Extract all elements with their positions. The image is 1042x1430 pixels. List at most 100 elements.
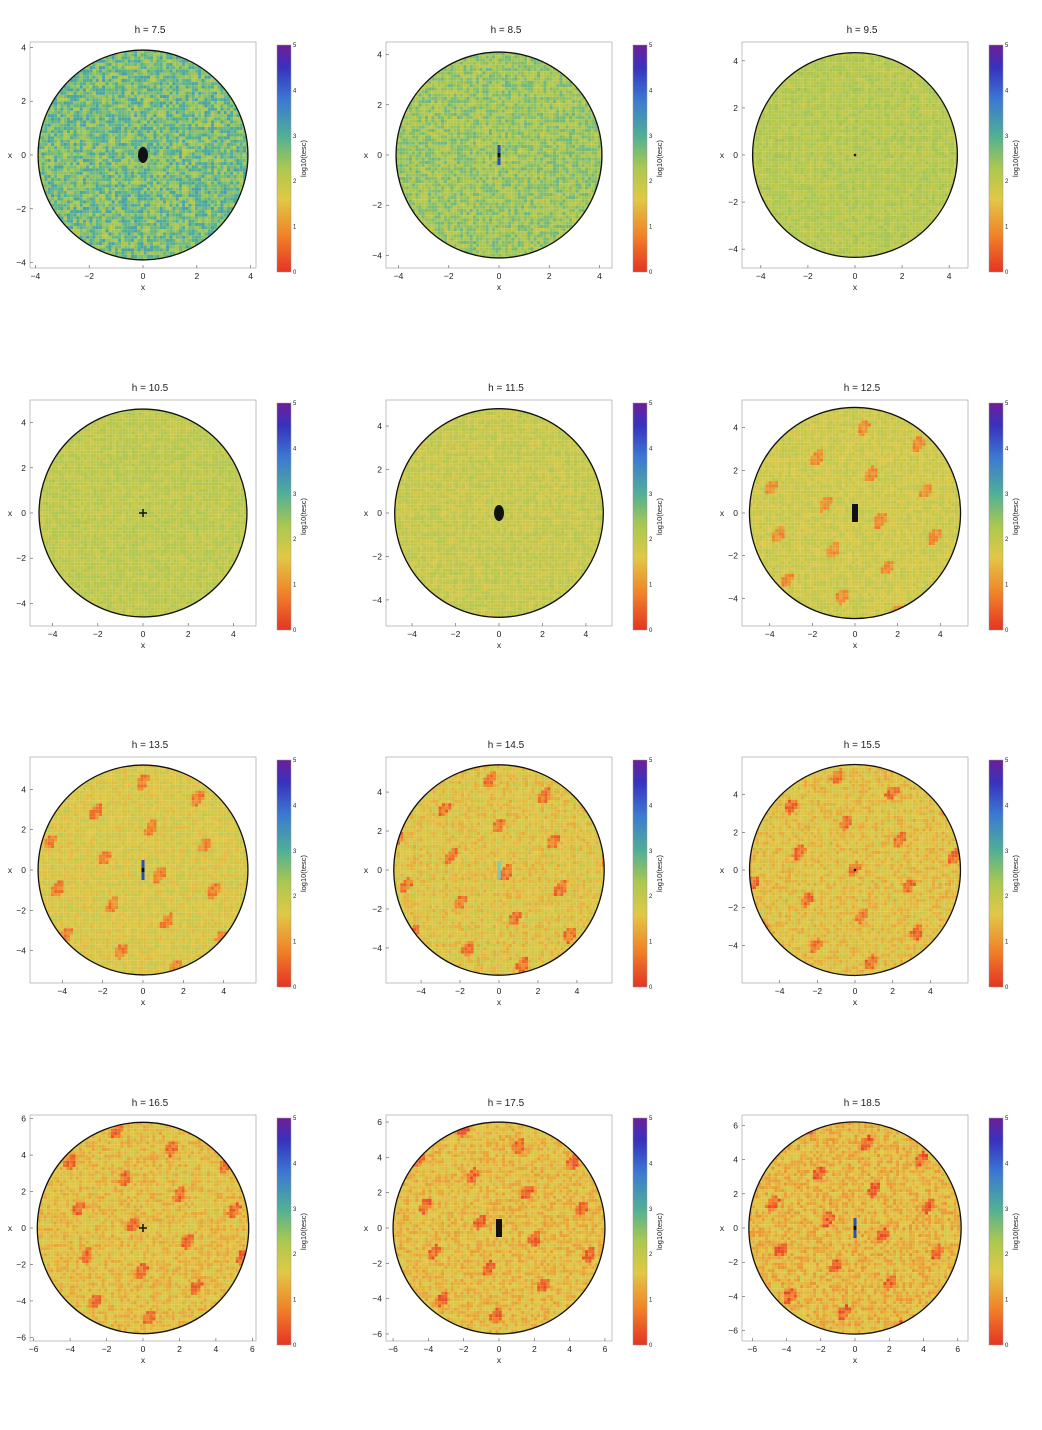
heatmap-cell bbox=[505, 74, 508, 77]
heatmap-cell bbox=[131, 124, 134, 127]
heatmap-cell bbox=[124, 207, 127, 210]
heatmap-cell bbox=[214, 133, 217, 136]
heatmap-cell bbox=[131, 229, 134, 232]
heatmap-cell bbox=[80, 146, 83, 149]
heatmap-cell bbox=[473, 71, 476, 74]
heatmap-cell bbox=[559, 113, 562, 116]
heatmap-cell bbox=[402, 135, 405, 138]
heatmap-cell bbox=[44, 172, 47, 175]
heatmap-cell bbox=[450, 116, 453, 119]
heatmap-cell bbox=[450, 126, 453, 129]
heatmap-cell bbox=[463, 132, 466, 135]
heatmap-cell bbox=[498, 100, 501, 103]
heatmap-cell bbox=[240, 168, 243, 171]
heatmap-cell bbox=[409, 122, 412, 125]
heatmap-cell bbox=[524, 135, 527, 138]
heatmap-cell bbox=[76, 178, 79, 181]
heatmap-cell bbox=[537, 132, 540, 135]
heatmap-cell bbox=[198, 127, 201, 130]
heatmap-cell bbox=[492, 135, 495, 138]
heatmap-cell bbox=[450, 103, 453, 106]
heatmap-cell bbox=[479, 74, 482, 77]
heatmap-cell bbox=[208, 127, 211, 130]
heatmap-cell bbox=[160, 111, 163, 114]
heatmap-cell bbox=[585, 135, 588, 138]
heatmap-cell bbox=[105, 207, 108, 210]
heatmap-cell bbox=[172, 63, 175, 66]
colorbar-tick-label: 1 bbox=[293, 225, 297, 231]
heatmap-cell bbox=[108, 165, 111, 168]
heatmap-cell bbox=[450, 90, 453, 93]
heatmap-cell bbox=[115, 204, 118, 207]
heatmap-cell bbox=[562, 78, 565, 81]
heatmap-cell bbox=[176, 85, 179, 88]
heatmap-cell bbox=[489, 113, 492, 116]
heatmap-cell bbox=[578, 132, 581, 135]
heatmap-cell bbox=[60, 120, 63, 123]
heatmap-cell bbox=[495, 62, 498, 65]
heatmap-cell bbox=[134, 210, 137, 213]
heatmap-cell bbox=[172, 104, 175, 107]
heatmap-cell bbox=[99, 95, 102, 98]
heatmap-cell bbox=[108, 242, 111, 245]
heatmap-cell bbox=[521, 58, 524, 61]
heatmap-cell bbox=[51, 149, 54, 152]
heatmap-cell bbox=[230, 188, 233, 191]
heatmap-cell bbox=[140, 53, 143, 56]
heatmap-cell bbox=[562, 103, 565, 106]
heatmap-cell bbox=[185, 226, 188, 229]
heatmap-cell bbox=[415, 113, 418, 116]
heatmap-cell bbox=[108, 207, 111, 210]
heatmap-cell bbox=[44, 146, 47, 149]
heatmap-cell bbox=[156, 76, 159, 79]
heatmap-cell bbox=[214, 143, 217, 146]
heatmap-cell bbox=[192, 194, 195, 197]
heatmap-cell bbox=[489, 132, 492, 135]
heatmap-cell bbox=[102, 213, 105, 216]
heatmap-cell bbox=[166, 143, 169, 146]
heatmap-cell bbox=[489, 135, 492, 138]
heatmap-cell bbox=[153, 220, 156, 223]
heatmap-cell bbox=[137, 88, 140, 91]
heatmap-cell bbox=[112, 85, 115, 88]
heatmap-cell bbox=[179, 140, 182, 143]
heatmap-cell bbox=[147, 124, 150, 127]
heatmap-cell bbox=[83, 168, 86, 171]
heatmap-cell bbox=[422, 94, 425, 97]
heatmap-cell bbox=[96, 172, 99, 175]
heatmap-cell bbox=[527, 84, 530, 87]
heatmap-cell bbox=[121, 88, 124, 91]
heatmap-cell bbox=[83, 146, 86, 149]
heatmap-cell bbox=[495, 135, 498, 138]
heatmap-cell bbox=[115, 63, 118, 66]
heatmap-cell bbox=[83, 181, 86, 184]
heatmap-cell bbox=[60, 146, 63, 149]
heatmap-cell bbox=[76, 124, 79, 127]
heatmap-cell bbox=[543, 103, 546, 106]
heatmap-cell bbox=[192, 95, 195, 98]
heatmap-cell bbox=[121, 184, 124, 187]
heatmap-cell bbox=[83, 79, 86, 82]
heatmap-cell bbox=[60, 98, 63, 101]
heatmap-cell bbox=[96, 108, 99, 111]
heatmap-cell bbox=[121, 146, 124, 149]
heatmap-cell bbox=[518, 116, 521, 119]
heatmap-cell bbox=[511, 135, 514, 138]
heatmap-cell bbox=[540, 68, 543, 71]
heatmap-cell bbox=[105, 159, 108, 162]
heatmap-cell bbox=[147, 79, 150, 82]
heatmap-cell bbox=[96, 111, 99, 114]
heatmap-cell bbox=[128, 194, 131, 197]
heatmap-cell bbox=[105, 168, 108, 171]
heatmap-cell bbox=[224, 156, 227, 159]
heatmap-cell bbox=[134, 92, 137, 95]
heatmap-cell bbox=[131, 111, 134, 114]
heatmap-cell bbox=[473, 135, 476, 138]
heatmap-cell bbox=[153, 162, 156, 165]
heatmap-cell bbox=[176, 200, 179, 203]
heatmap-cell bbox=[112, 72, 115, 75]
heatmap-cell bbox=[176, 140, 179, 143]
heatmap-cell bbox=[534, 129, 537, 132]
heatmap-cell bbox=[444, 119, 447, 122]
heatmap-cell bbox=[489, 81, 492, 84]
